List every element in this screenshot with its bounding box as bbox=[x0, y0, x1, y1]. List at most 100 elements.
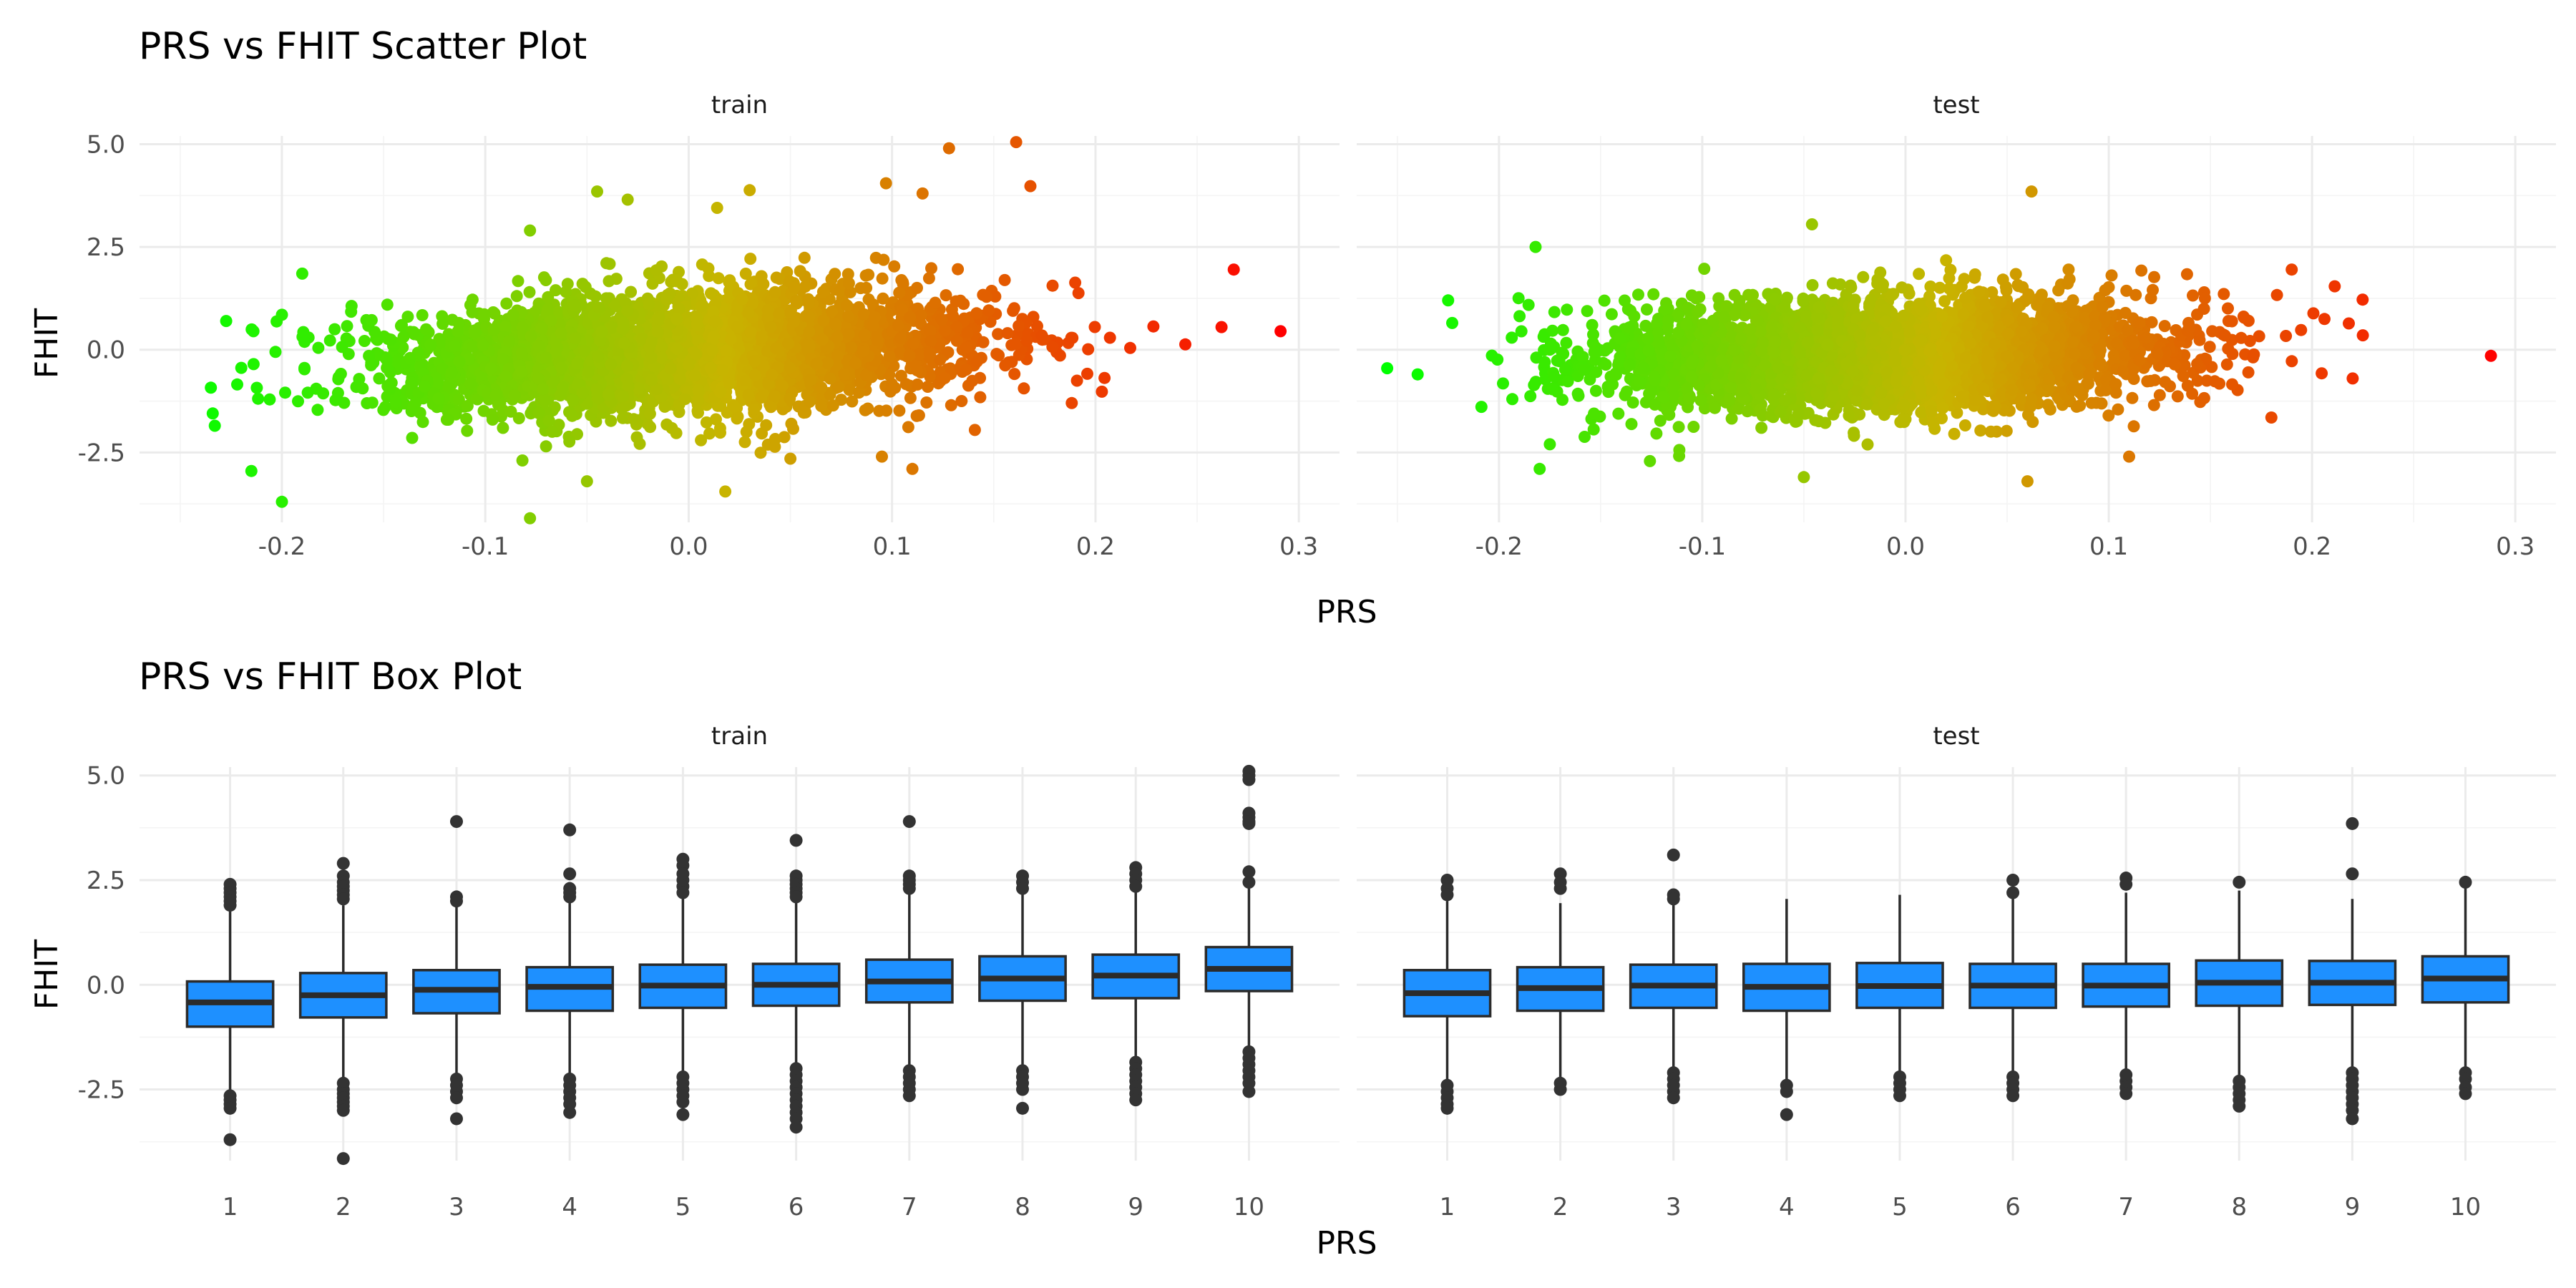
scatter-point bbox=[1018, 382, 1030, 395]
scatter-point bbox=[579, 280, 592, 293]
scatter-point bbox=[744, 278, 757, 291]
scatter-point bbox=[247, 358, 260, 371]
scatter-point bbox=[540, 351, 552, 364]
scatter-point bbox=[1010, 338, 1023, 351]
scatter-point bbox=[515, 346, 528, 359]
scatter-point bbox=[590, 383, 603, 396]
scatter-point bbox=[432, 392, 445, 405]
scatter-point bbox=[950, 321, 963, 333]
scatter-point bbox=[489, 389, 502, 401]
scatter-point bbox=[1070, 374, 1083, 387]
scatter-point bbox=[879, 177, 892, 190]
facet-label-train: train bbox=[711, 91, 768, 119]
scatter-point bbox=[416, 416, 429, 429]
scatter-point bbox=[801, 339, 814, 352]
scatter-point bbox=[503, 335, 515, 348]
scatter-point bbox=[2242, 366, 2255, 379]
scatter-point bbox=[999, 359, 1012, 372]
scatter-point bbox=[906, 462, 919, 475]
scatter-point bbox=[703, 427, 716, 440]
scatter-point bbox=[968, 424, 981, 436]
scatter-point bbox=[1088, 321, 1101, 333]
scatter-point bbox=[940, 289, 952, 302]
scatter-point bbox=[405, 376, 418, 389]
scatter-point bbox=[695, 300, 708, 313]
scatter-point bbox=[532, 406, 545, 419]
scatter-point bbox=[736, 293, 748, 306]
scatter-point bbox=[716, 364, 729, 376]
scatter-point bbox=[551, 341, 564, 353]
scatter-point bbox=[916, 187, 929, 200]
scatter-point bbox=[920, 396, 933, 409]
scatter-point bbox=[504, 405, 517, 418]
scatter-point bbox=[773, 307, 785, 320]
scatter-point bbox=[691, 318, 703, 331]
scatter-point bbox=[416, 309, 429, 321]
scatter-point bbox=[857, 308, 870, 321]
scatter-point bbox=[739, 268, 752, 280]
scatter-point bbox=[602, 389, 615, 401]
scatter-point bbox=[365, 313, 378, 326]
scatter-point bbox=[380, 353, 393, 366]
scatter-point bbox=[1007, 304, 1020, 317]
scatter-point bbox=[452, 325, 464, 338]
scatter-point bbox=[245, 464, 258, 477]
scatter-point bbox=[782, 337, 795, 350]
y-tick-label: 2.5 bbox=[87, 233, 125, 262]
scatter-point bbox=[356, 382, 369, 395]
scatter-point bbox=[744, 326, 757, 338]
scatter-point bbox=[842, 277, 855, 290]
scatter-point bbox=[563, 435, 576, 448]
scatter-point bbox=[592, 301, 605, 314]
scatter-point bbox=[591, 185, 603, 198]
scatter-point bbox=[469, 326, 482, 338]
scatter-point bbox=[382, 379, 395, 391]
scatter-point bbox=[670, 343, 683, 356]
scatter-point bbox=[829, 268, 841, 280]
scatter-point bbox=[769, 433, 781, 445]
scatter-point bbox=[748, 403, 761, 416]
scatter-point bbox=[1227, 263, 1240, 276]
facet-label-test: test bbox=[1933, 91, 1979, 119]
scatter-point bbox=[893, 404, 906, 417]
scatter-point bbox=[907, 337, 919, 350]
scatter-point bbox=[220, 315, 233, 328]
scatter-point bbox=[477, 404, 490, 417]
scatter-point bbox=[831, 331, 844, 343]
scatter-point bbox=[714, 386, 726, 399]
scatter-point bbox=[784, 452, 797, 465]
scatter-point bbox=[858, 328, 871, 341]
scatter-point bbox=[250, 381, 263, 394]
scatter-point bbox=[803, 311, 816, 323]
scatter-panel-test: test-0.2 -0.1 0.0 0.1 0.2 0.3 bbox=[1357, 91, 2556, 561]
scatter-point bbox=[546, 425, 559, 438]
scatter-point bbox=[1096, 385, 1108, 398]
scatter-point bbox=[633, 382, 645, 395]
scatter-point bbox=[580, 475, 593, 488]
scatter-point bbox=[616, 411, 629, 424]
scatter-point bbox=[844, 341, 857, 354]
scatter-point bbox=[719, 485, 732, 498]
scatter-point bbox=[301, 386, 314, 399]
point-cloud-train bbox=[205, 251, 1191, 467]
scatter-point bbox=[802, 297, 815, 310]
scatter-point bbox=[1147, 320, 1160, 333]
scatter-point bbox=[1506, 393, 1518, 406]
scatter-point bbox=[804, 395, 816, 408]
scatter-point bbox=[441, 414, 454, 426]
x-tick-label: -0.2 bbox=[258, 532, 306, 561]
scatter-point bbox=[532, 339, 545, 352]
scatter-point bbox=[942, 142, 955, 155]
scatter-point bbox=[2220, 358, 2233, 371]
scatter-point bbox=[756, 331, 768, 344]
scatter-point bbox=[208, 419, 221, 432]
scatter-point bbox=[784, 306, 797, 319]
scatter-point bbox=[617, 390, 629, 403]
scatter-point bbox=[231, 378, 243, 391]
scatter-point bbox=[336, 341, 348, 353]
scatter-point bbox=[235, 361, 248, 374]
scatter-point bbox=[605, 414, 618, 427]
scatter-point bbox=[311, 404, 324, 416]
scatter-point bbox=[275, 308, 288, 321]
scatter-point bbox=[328, 323, 341, 336]
